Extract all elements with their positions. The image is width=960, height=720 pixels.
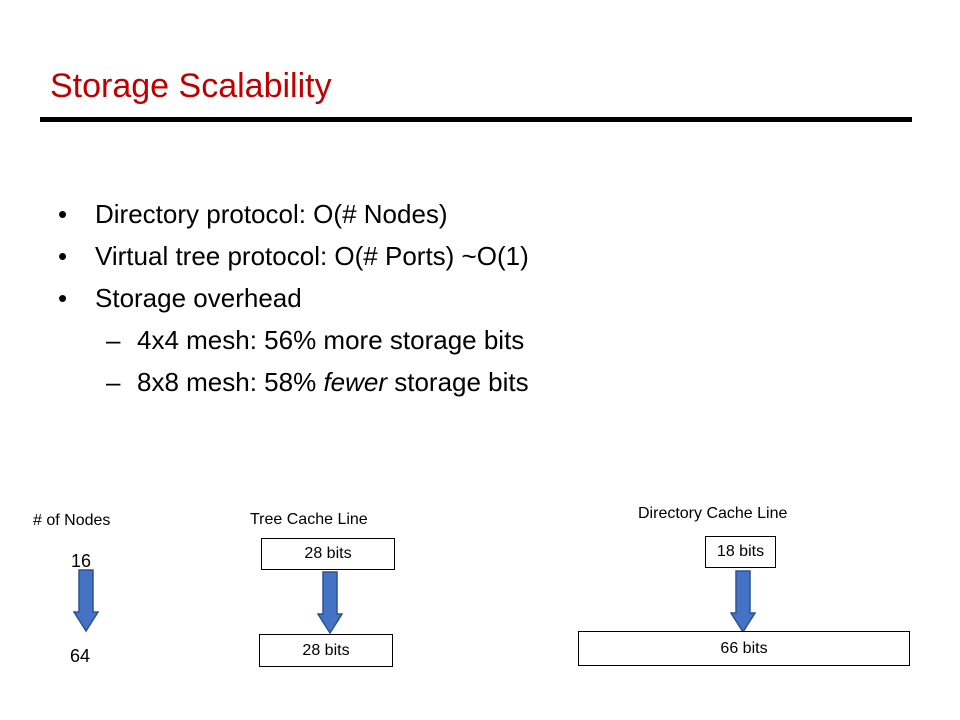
bullet-mark: •: [58, 283, 68, 313]
sub-bullet-emphasis: fewer: [323, 367, 388, 397]
tree-cache-line-after-box: 28 bits: [259, 634, 393, 667]
sub-bullet-text-suffix: storage bits: [387, 367, 529, 397]
nodes-from-value: 16: [71, 551, 92, 571]
sub-bullet-mark: –: [106, 325, 121, 355]
tree-down-arrow-icon: [317, 571, 343, 635]
nodes-label: # of Nodes: [33, 512, 111, 529]
bullet-mark: •: [58, 241, 68, 271]
nodes-to-value: 64: [70, 646, 91, 666]
bullet-mark: •: [58, 199, 68, 229]
slide-title: Storage Scalability: [50, 67, 332, 105]
tree-cache-line-before-box: 28 bits: [261, 538, 395, 570]
sub-bullet-text-prefix: 8x8 mesh: 58%: [137, 367, 324, 397]
tree-cache-line-label: Tree Cache Line: [250, 511, 368, 528]
title-divider: [40, 117, 912, 122]
nodes-down-arrow-icon: [73, 569, 99, 633]
sub-bullet-text: 4x4 mesh: 56% more storage bits: [137, 325, 525, 355]
directory-down-arrow-icon: [730, 570, 756, 634]
directory-cache-line-before-box: 18 bits: [705, 536, 776, 568]
sub-bullet-text: 8x8 mesh: 58% fewer storage bits: [137, 361, 529, 403]
directory-cache-line-after-box: 66 bits: [578, 631, 910, 666]
directory-arrow-shape: [730, 570, 756, 634]
bullet-text: Storage overhead: [95, 283, 302, 313]
nodes-arrow-shape: [73, 569, 99, 633]
directory-cache-line-label: Directory Cache Line: [638, 505, 788, 522]
sub-bullet-mark: –: [106, 367, 121, 397]
bullet-text: Directory protocol: O(# Nodes): [95, 199, 448, 229]
tree-arrow-shape: [317, 571, 343, 635]
bullet-text: Virtual tree protocol: O(# Ports) ~O(1): [95, 241, 529, 271]
